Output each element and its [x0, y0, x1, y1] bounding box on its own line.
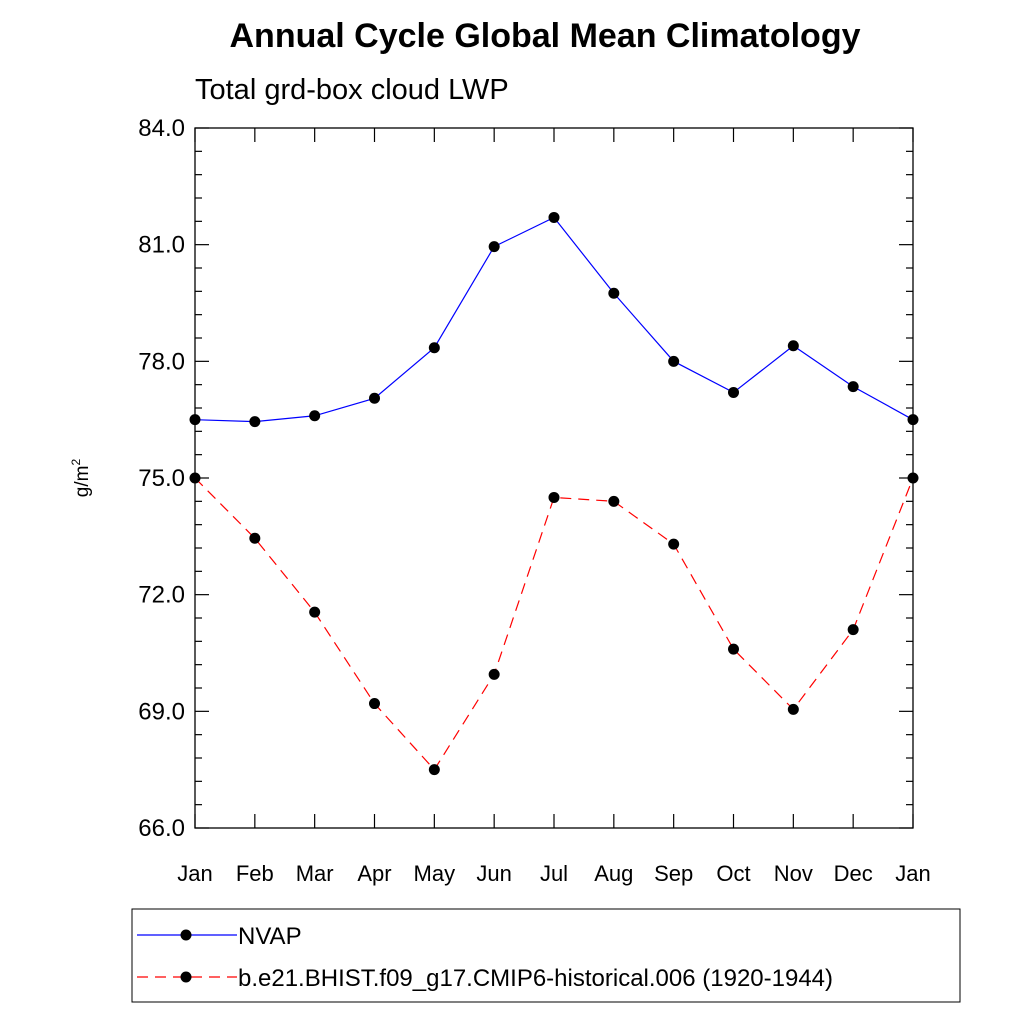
series-1-point	[847, 381, 859, 393]
series-1-point	[548, 211, 560, 223]
x-tick-label: Aug	[594, 861, 633, 886]
series-1-point	[608, 287, 620, 299]
x-tick-label: Feb	[236, 861, 274, 886]
x-tick-label: Jan	[895, 861, 930, 886]
legend-marker-1	[180, 929, 192, 941]
y-tick-label: 78.0	[138, 348, 185, 375]
series-2-point	[907, 472, 919, 484]
y-axis-label: g/m2	[69, 459, 93, 498]
series-1-point	[488, 241, 500, 253]
y-tick-label: 69.0	[138, 698, 185, 725]
series-2-point	[728, 643, 739, 655]
series-line-2	[194, 477, 914, 771]
series-2-point	[428, 764, 440, 776]
x-tick-label: Dec	[834, 861, 873, 886]
chart-title: Annual Cycle Global Mean Climatology	[230, 17, 861, 55]
axis-ticks	[194, 127, 914, 829]
series-2-point	[249, 532, 261, 544]
series-2-point	[189, 472, 201, 484]
x-tick-label: Sep	[654, 861, 693, 886]
x-tick-label: Jan	[177, 861, 212, 886]
y-tick-label: 72.0	[138, 582, 185, 609]
series-line-1	[194, 216, 914, 423]
y-tick-label: 81.0	[138, 232, 185, 259]
y-tick-label: 75.0	[138, 465, 185, 492]
series-1-point	[428, 342, 440, 354]
series-1-point	[728, 386, 739, 398]
legend-label-1: NVAP	[238, 923, 302, 950]
x-tick-label: Jun	[476, 861, 511, 886]
x-tick-label: May	[414, 861, 456, 886]
series-1-point	[369, 392, 380, 404]
x-tick-label: Oct	[716, 861, 750, 886]
plot-frame	[194, 127, 914, 829]
legend-label-2: b.e21.BHIST.f09_g17.CMIP6-historical.006…	[238, 965, 833, 992]
x-tick-label: Nov	[774, 861, 813, 886]
series-2-point	[309, 606, 321, 618]
x-tick-label: Apr	[357, 861, 391, 886]
x-tick-label: Jul	[540, 861, 568, 886]
series-2-point	[488, 668, 500, 680]
series-2-point	[548, 491, 560, 503]
legend-marker-2	[180, 971, 192, 983]
legend: NVAP b.e21.BHIST.f09_g17.CMIP6-historical…	[137, 923, 833, 992]
tick-labels: 66.0 69.0 72.0 75.0 78.0 81.0 84.0 Jan Feb Mar Apr…	[138, 115, 930, 886]
series-1-point	[249, 416, 261, 428]
series-2-point	[847, 624, 859, 636]
y-tick-label: 84.0	[138, 115, 185, 142]
series-1-point	[189, 414, 201, 426]
series-1-point	[668, 355, 680, 367]
chart-subtitle: Total grd-box cloud LWP	[195, 74, 509, 106]
series-2-point	[369, 698, 380, 710]
series-2-point	[787, 703, 799, 715]
series-2-point	[668, 538, 680, 550]
x-tick-label: Mar	[296, 861, 334, 886]
series-1-point	[907, 414, 919, 426]
legend-box	[131, 908, 961, 1003]
series-1-point	[309, 410, 321, 422]
series-layer	[189, 211, 919, 776]
series-2-point	[608, 495, 620, 507]
y-tick-label: 66.0	[138, 815, 185, 842]
series-1-point	[787, 340, 799, 352]
